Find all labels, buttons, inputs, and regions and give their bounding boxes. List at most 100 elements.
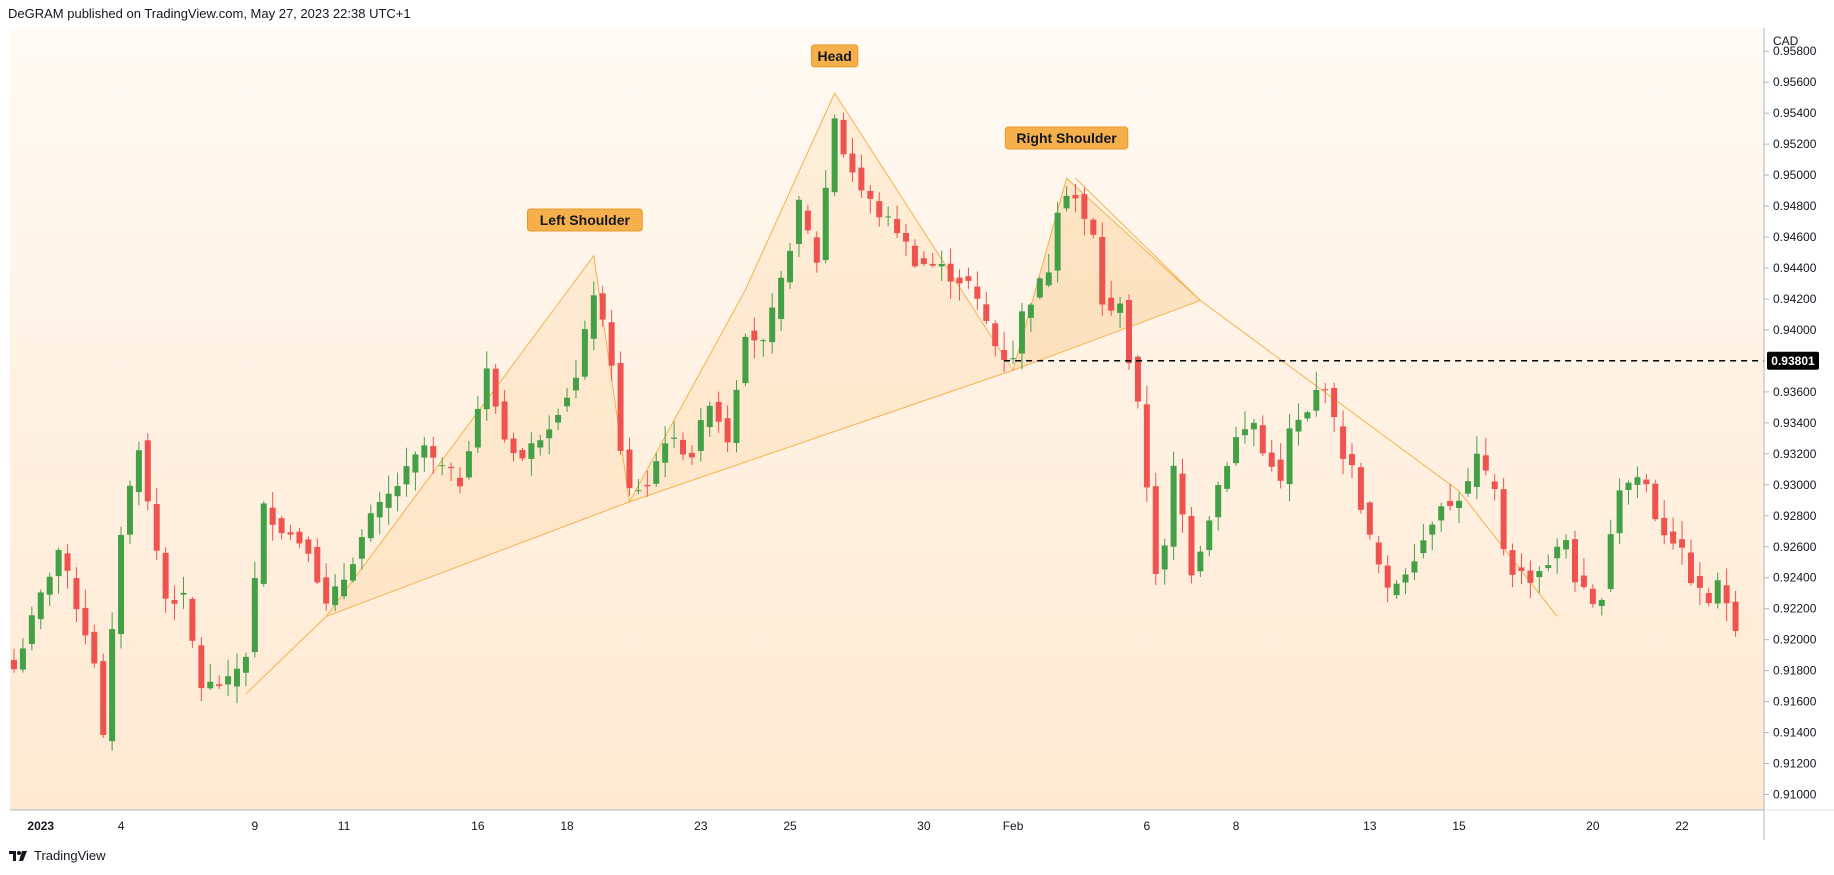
candle-body: [314, 546, 321, 583]
candle-body: [1527, 570, 1534, 583]
x-tick-label: 16: [471, 819, 485, 833]
x-tick-label: 15: [1452, 819, 1466, 833]
candle-body: [688, 452, 695, 458]
candle-body: [546, 429, 553, 439]
candle-body: [965, 276, 972, 281]
key-level-layer: 0.93801: [1004, 351, 1819, 370]
pattern-label-background: [1004, 126, 1129, 150]
tradingview-logo-icon: [9, 850, 27, 861]
candle-body: [1304, 412, 1311, 419]
candle-body: [590, 295, 597, 339]
x-tick-label: 4: [118, 819, 125, 833]
candle-body: [1554, 546, 1561, 559]
y-tick-label: 0.92000: [1773, 633, 1817, 647]
candle-body: [1589, 588, 1596, 605]
candle-body: [555, 414, 562, 423]
pattern-label-background: [526, 208, 643, 232]
candle-body: [1625, 482, 1632, 490]
y-tick-label: 0.94000: [1773, 323, 1817, 337]
candle-body: [1607, 534, 1614, 590]
candle-body: [394, 485, 401, 497]
pattern-label[interactable]: Right Shoulder: [1004, 126, 1129, 150]
candle-body: [1598, 599, 1605, 606]
candle-body: [1402, 574, 1409, 583]
y-tick-label: 0.92600: [1773, 540, 1817, 554]
candle-body: [849, 153, 856, 173]
candle-body: [1679, 539, 1686, 548]
candle-body: [421, 445, 428, 458]
candle-body: [769, 307, 776, 343]
candle-body: [1179, 473, 1186, 515]
y-tick-label: 0.94600: [1773, 230, 1817, 244]
candle-body: [537, 440, 544, 448]
candle-body: [118, 534, 125, 635]
candle-body: [376, 501, 383, 518]
candle-body: [19, 648, 26, 670]
candle-body: [599, 293, 606, 320]
candle-body: [1108, 297, 1115, 311]
candle-body: [1572, 539, 1578, 583]
candle-body: [358, 537, 365, 559]
y-tick-label: 0.95800: [1773, 44, 1817, 58]
candle-body: [974, 286, 981, 299]
candle-body: [1170, 465, 1177, 547]
footer-brand[interactable]: TradingView: [8, 848, 106, 863]
candle-body: [135, 450, 142, 493]
candle-body: [1322, 389, 1329, 391]
candle-body: [1634, 477, 1641, 485]
candle-body: [920, 258, 927, 265]
candle-body: [653, 461, 660, 484]
candle-body: [180, 592, 187, 595]
candle-body: [1277, 459, 1284, 481]
pattern-label[interactable]: Head: [810, 44, 859, 68]
x-tick-label: 25: [783, 819, 797, 833]
candle-body: [724, 418, 731, 443]
candle-body: [296, 531, 303, 544]
candle-body: [100, 661, 107, 735]
candle-body: [162, 552, 169, 599]
x-tick-label: 22: [1675, 819, 1689, 833]
candle-body: [1224, 466, 1231, 489]
candle-body: [1456, 500, 1463, 508]
candle-body: [1438, 506, 1445, 521]
candle-body: [82, 607, 89, 636]
candle-body: [1295, 419, 1302, 432]
candle-body: [911, 245, 918, 267]
y-tick-label: 0.94800: [1773, 199, 1817, 213]
candle-body: [1563, 540, 1570, 550]
candle-body: [572, 377, 579, 391]
price-tag-background: [1767, 351, 1819, 370]
publisher-header: DeGRAM published on TradingView.com, May…: [8, 6, 411, 21]
candle-body: [1670, 531, 1677, 544]
candle-body: [706, 405, 713, 428]
candle-body: [1545, 565, 1552, 569]
candle-body: [251, 578, 258, 653]
candle-body: [885, 216, 892, 218]
candlestick-series: [11, 112, 1739, 751]
candle-body: [412, 454, 419, 473]
candle-body: [1206, 520, 1213, 551]
brand-name: TradingView: [34, 848, 106, 863]
candle-body: [858, 167, 865, 191]
candle-body: [474, 408, 481, 448]
candle-body: [91, 631, 98, 664]
candle-body: [1018, 311, 1025, 354]
candle-body: [564, 397, 571, 407]
price-axis: 0.95800 0.95600 0.95400 0.95200 0.95000 0.948…: [1764, 44, 1817, 802]
y-tick-label: 0.93400: [1773, 416, 1817, 430]
candle-body: [680, 439, 686, 455]
candle-body: [715, 402, 722, 422]
candle-body: [867, 190, 874, 199]
pattern-zigzag-line: [245, 91, 1201, 695]
candle-body: [1723, 585, 1730, 604]
y-tick-label: 0.93000: [1773, 478, 1817, 492]
pattern-label[interactable]: Left Shoulder: [526, 208, 643, 232]
candle-body: [787, 250, 794, 283]
candle-body: [1197, 551, 1204, 572]
candle-body: [1313, 389, 1320, 411]
candle-body: [11, 659, 17, 670]
candle-body: [1366, 502, 1373, 535]
candle-body: [332, 586, 339, 606]
candle-body: [448, 466, 455, 469]
